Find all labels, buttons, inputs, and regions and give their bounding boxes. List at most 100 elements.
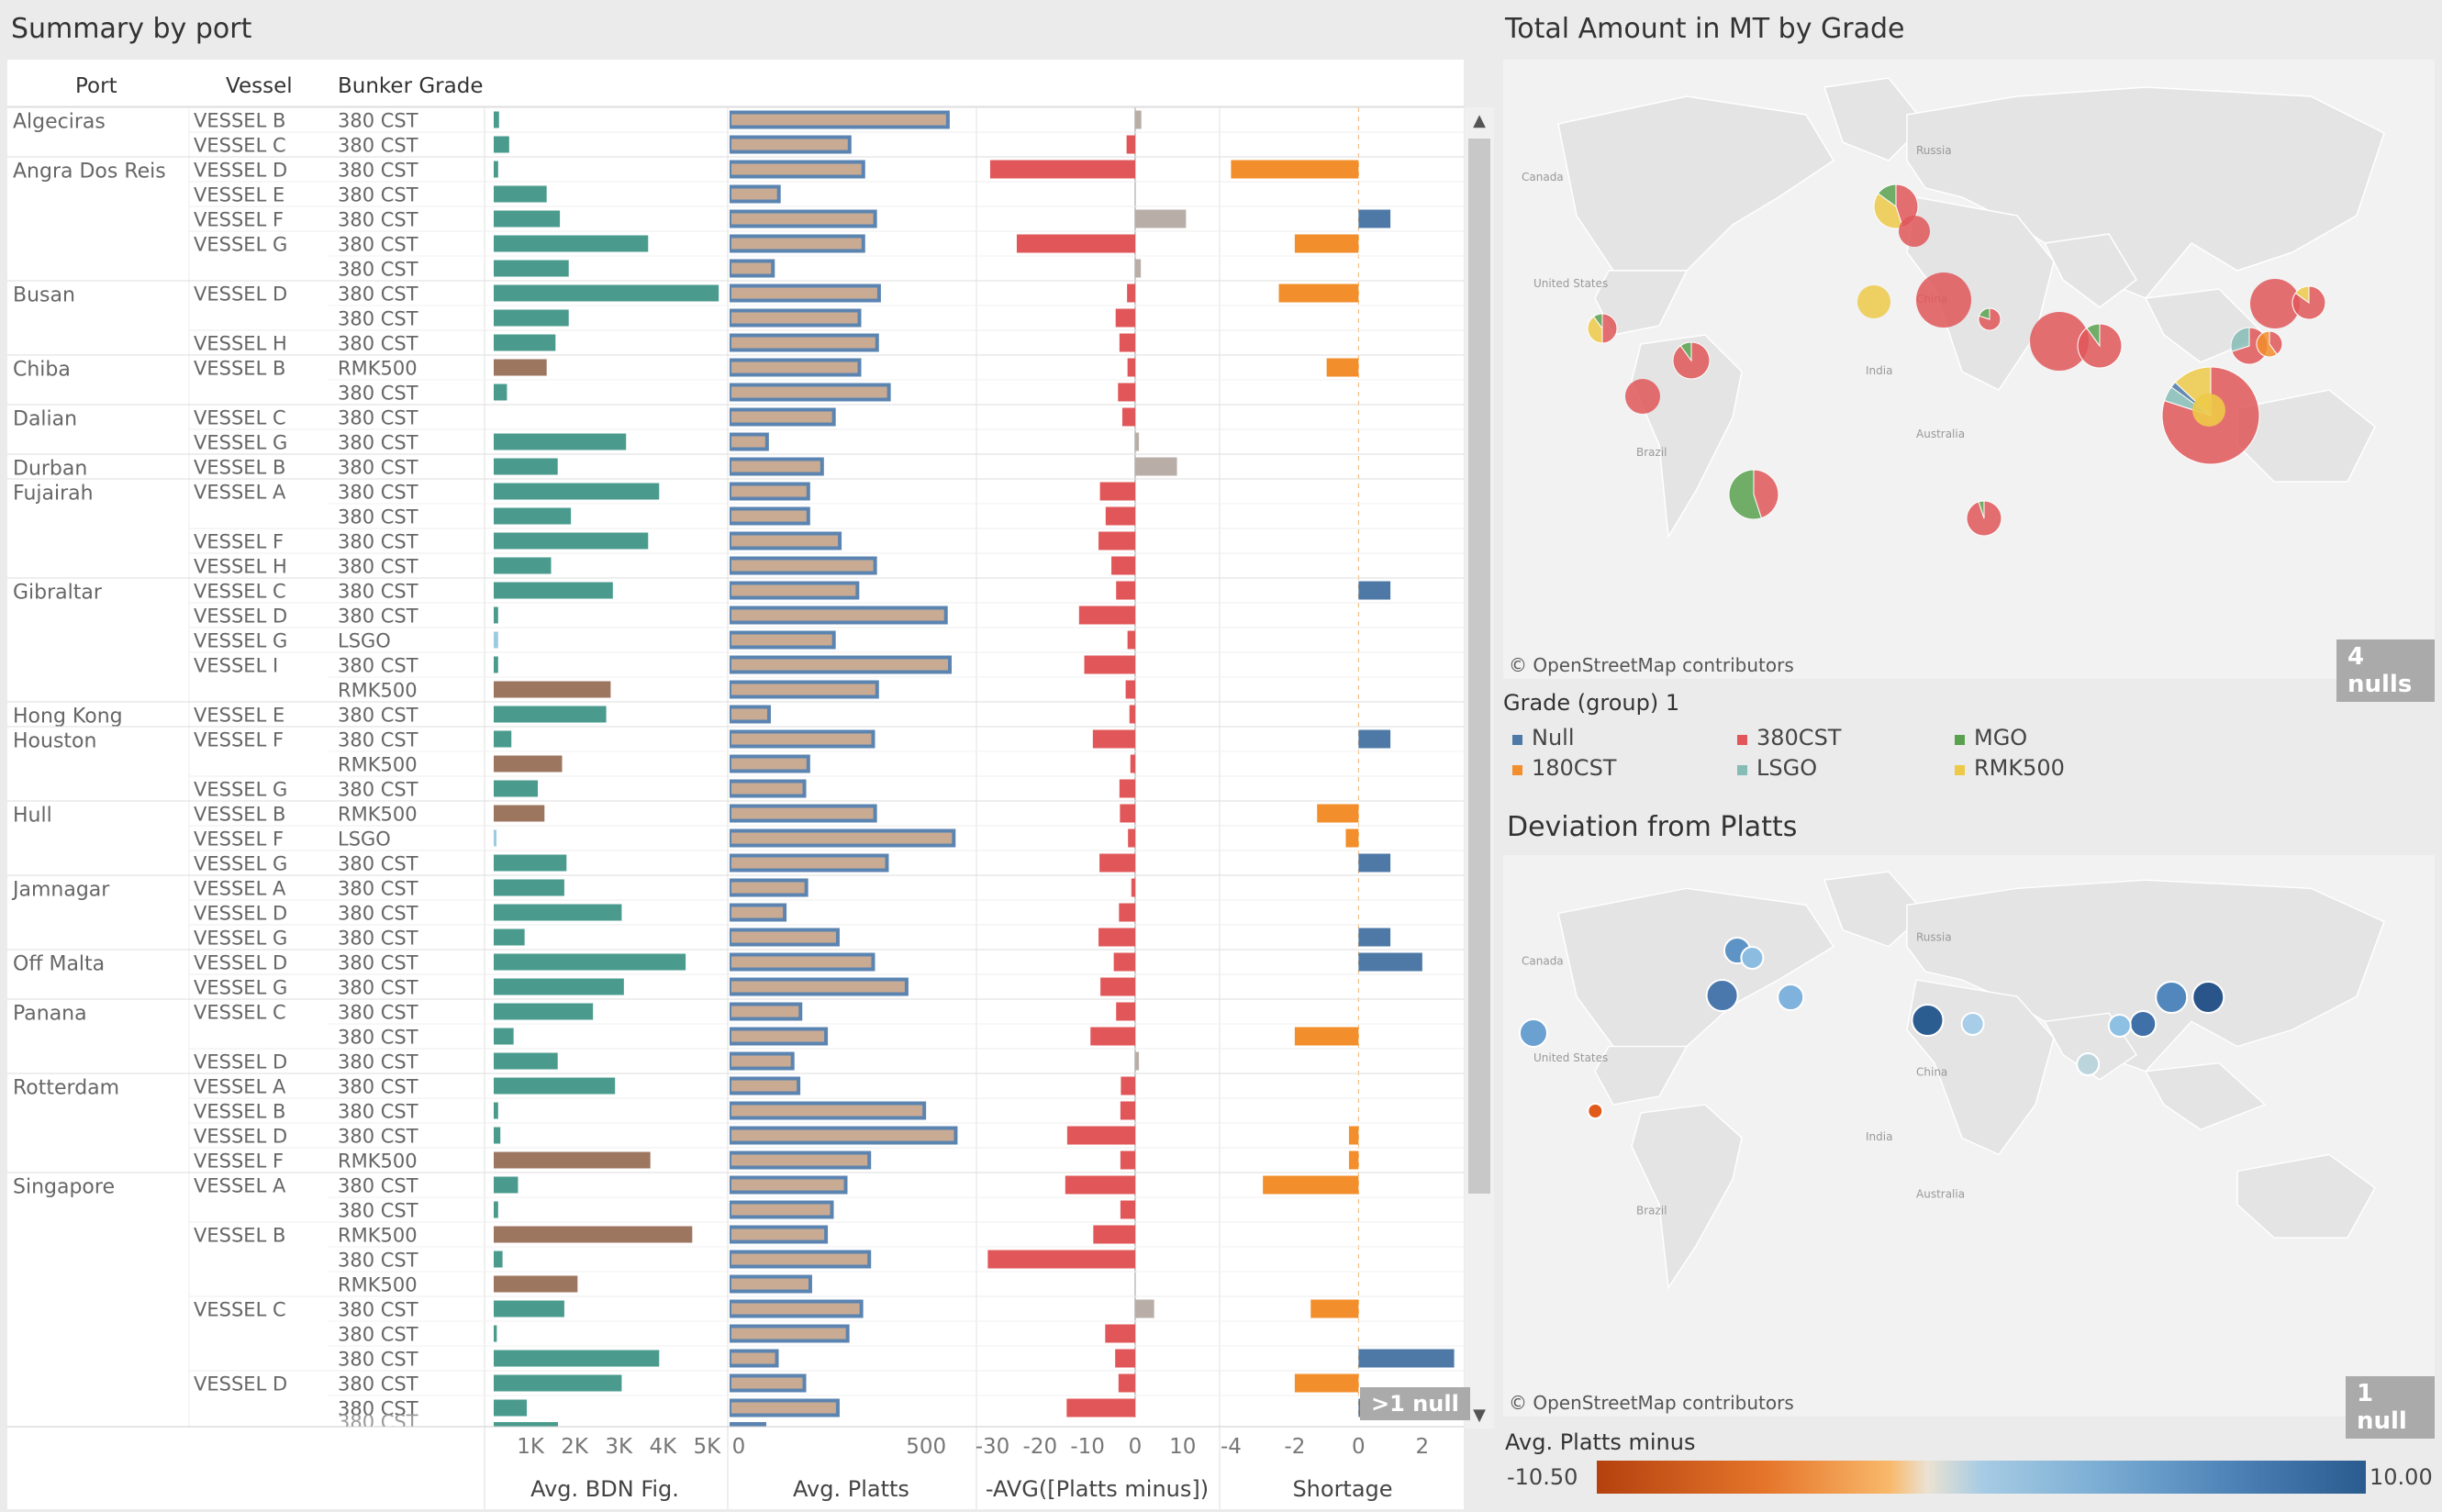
grade-label: 380 CST <box>338 779 418 801</box>
port-pie[interactable] <box>2161 366 2260 465</box>
scroll-up-icon[interactable]: ▲ <box>1473 111 1486 130</box>
platts-bar-inner <box>731 361 858 373</box>
grade-label: 380 CST <box>338 506 418 528</box>
platts-bar-outer <box>730 1422 766 1429</box>
port-pie[interactable] <box>1857 285 1890 318</box>
pie-slice <box>2192 394 2225 427</box>
map2-svg[interactable]: Canada United States Brazil Russia China Indi… <box>1503 855 2435 1417</box>
deviation-bar <box>1130 754 1135 773</box>
port-pie[interactable] <box>1625 379 1660 414</box>
legend-item-lsgo[interactable]: LSGO <box>1737 755 1817 781</box>
map2-panel[interactable]: Canada United States Brazil Russia China Indi… <box>1503 855 2435 1439</box>
grade-label: 380 CST <box>338 1101 418 1123</box>
bdn-bar <box>494 334 556 351</box>
platts-bar-inner <box>731 684 875 695</box>
pie-slice <box>2230 327 2250 352</box>
land-shape <box>1631 1104 1743 1290</box>
pie-slice <box>2030 312 2089 371</box>
land-shape <box>1906 196 2055 391</box>
vessel-label: VESSEL H <box>194 333 287 355</box>
port-pie[interactable] <box>1899 216 1930 247</box>
bdn-bar <box>494 1176 519 1194</box>
vessel-label: VESSEL F <box>194 209 284 231</box>
port-pie[interactable] <box>2077 323 2123 369</box>
platts-bar-inner <box>731 783 803 795</box>
platts-bar-inner <box>731 1105 923 1117</box>
grade-label: 380 CST <box>338 1398 418 1420</box>
bdn-bar <box>494 1077 616 1095</box>
legend-item-rmk500[interactable]: RMK500 <box>1955 755 2065 781</box>
deviation-dot <box>1587 1103 1604 1119</box>
deviation-bar <box>1134 110 1142 129</box>
shortage-bar <box>1294 1373 1359 1393</box>
vessel-label: VESSEL F <box>194 729 284 751</box>
bdn-tick-label: 2K <box>561 1435 589 1459</box>
deviation-bar <box>1119 903 1135 922</box>
map2-title: Deviation from Platts <box>1507 811 1798 843</box>
legend-item-380cst[interactable]: 380CST <box>1737 725 1841 750</box>
map2-null-badge[interactable]: 1 null <box>2346 1376 2435 1439</box>
platts-bar-inner <box>731 287 877 299</box>
bdn-bar <box>494 235 649 252</box>
grade-label: RMK500 <box>338 358 418 380</box>
bdn-bar <box>494 1052 558 1070</box>
platts-bar-inner <box>731 1328 846 1340</box>
platts-bar-inner <box>731 906 784 918</box>
shortage-bar <box>1348 1126 1359 1145</box>
port-pie[interactable] <box>1728 469 1779 520</box>
legend-item-180cst[interactable]: 180CST <box>1512 755 1616 781</box>
port-label: Off Malta <box>13 953 105 976</box>
shortage-bar <box>1317 804 1359 823</box>
port-pie[interactable] <box>1978 307 2002 331</box>
port-pie[interactable] <box>2250 279 2300 328</box>
map-label: Canada <box>1522 171 1564 183</box>
deviation-bar <box>1134 259 1142 278</box>
bdn-bar <box>494 161 498 178</box>
platts-bar-inner <box>731 708 767 720</box>
land-shape <box>2236 1153 2376 1239</box>
legend-item-null[interactable]: Null <box>1512 725 1575 750</box>
table-null-badge[interactable]: >1 null <box>1360 1387 1470 1420</box>
deviation-bar <box>1120 1200 1135 1219</box>
bdn-bar <box>494 1399 528 1417</box>
port-pie[interactable] <box>1672 341 1711 380</box>
land-shape <box>1906 879 2385 1073</box>
vessel-label: VESSEL F <box>194 531 284 553</box>
port-pie[interactable] <box>1966 500 2002 537</box>
pie-slice <box>1753 469 1779 519</box>
bdn-bar <box>494 656 498 673</box>
port-pie[interactable] <box>1873 183 1919 229</box>
shortage-bar <box>1358 952 1422 972</box>
platts-bar-inner <box>731 807 874 819</box>
grade-label: 380 CST <box>338 556 418 578</box>
platts-bar-inner <box>731 857 886 869</box>
bdn-bar <box>494 904 622 921</box>
scrollbar[interactable]: ▲ ▼ <box>1465 107 1494 1429</box>
vessel-label: VESSEL F <box>194 1151 284 1173</box>
scroll-down-icon[interactable]: ▼ <box>1473 1406 1486 1425</box>
port-pie[interactable] <box>1587 313 1618 344</box>
vessel-label: VESSEL C <box>194 1299 286 1321</box>
grade-label: 380 CST <box>338 581 418 603</box>
platts-bar-inner <box>731 1352 775 1364</box>
bdn-tick-label: 5K <box>694 1435 722 1459</box>
bdn-bar <box>494 136 509 153</box>
deviation-bar <box>1127 284 1135 303</box>
port-pie[interactable] <box>2030 312 2089 371</box>
shortage-bar <box>1263 1175 1359 1195</box>
vessel-label: VESSEL D <box>194 606 287 628</box>
legend-item-mgo[interactable]: MGO <box>1955 725 2027 750</box>
platts-bar-inner <box>731 114 946 126</box>
port-pie[interactable] <box>2256 330 2283 358</box>
port-pie[interactable] <box>2291 285 2326 320</box>
port-pie[interactable] <box>1916 272 1971 328</box>
legend-swatch <box>1737 765 1747 775</box>
scroll-thumb[interactable] <box>1468 139 1490 1194</box>
bdn-bar <box>494 805 545 822</box>
platts-bar-inner <box>731 1179 844 1191</box>
platts-bar-inner <box>731 1228 825 1240</box>
bdn-bar <box>494 1102 498 1119</box>
map1-null-badge[interactable]: 4 nulls <box>2336 639 2435 702</box>
